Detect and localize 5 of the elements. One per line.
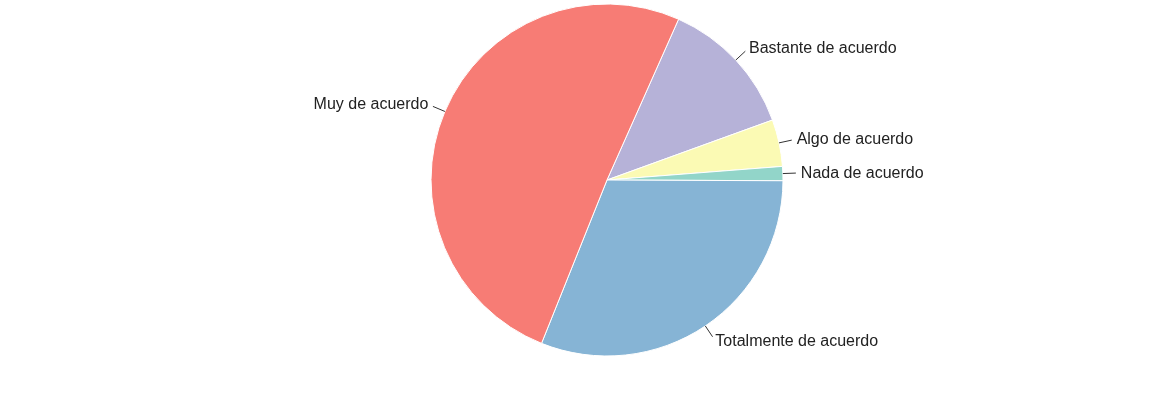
slice-label: Nada de acuerdo xyxy=(800,163,924,181)
slice-label: Muy de acuerdo xyxy=(313,95,429,113)
slice-label: Algo de acuerdo xyxy=(796,130,914,148)
slice-label: Bastante de acuerdo xyxy=(748,38,897,56)
slice-label: Totalmente de acuerdo xyxy=(715,331,879,349)
